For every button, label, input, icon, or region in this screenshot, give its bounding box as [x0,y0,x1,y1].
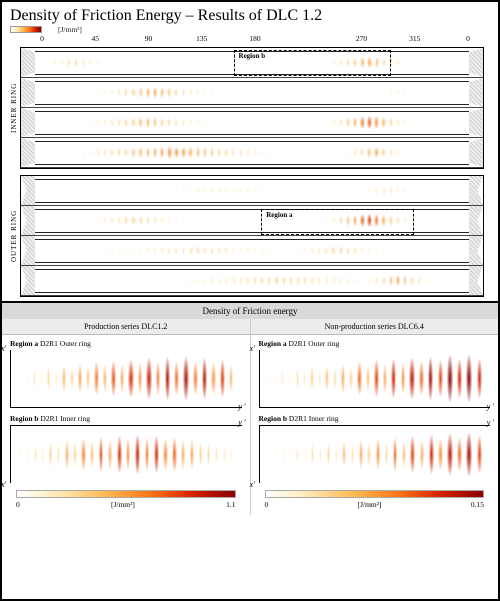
raceway [21,48,483,78]
raceway [21,108,483,138]
left-cb-unit: [J/mm²] [111,500,135,509]
raceway [21,206,483,236]
left-col-header: Production series DLC1.2 [2,319,250,335]
right-col-header: Non-production series DLC6.4 [251,319,499,335]
left-region-a-box: Region a Region a D2R1 Outer ringD2R1 Ou… [2,335,250,410]
right-cb-unit: [J/mm²] [358,500,382,509]
figure-title: Density of Friction Energy – Results of … [10,7,322,25]
left-region-b-panel: y ' x' [10,425,242,483]
axis-x-label: x' [1,344,6,353]
raceway [21,236,483,266]
right-region-a-label: Region a D2R1 Outer ring [259,339,491,348]
outer-ring-label: OUTER RING [8,175,20,297]
axis-tick: 0 [32,34,52,43]
right-colorbar: 0 [J/mm²] 0.15 [251,485,499,515]
axis-tick: 90 [139,34,159,43]
title-row: Density of Friction Energy – Results of … [2,2,498,25]
detail-title: Density of Friction energy [2,303,498,319]
axis-y-label: y ' [238,418,245,427]
left-cb-max: 1.1 [226,500,235,509]
axis-x-label: x' [250,480,255,489]
inner-ring-block: INNER RING Region b [2,45,498,173]
inner-ring-label: INNER RING [8,47,20,169]
axis-tick: 45 [85,34,105,43]
detail-col-right: Non-production series DLC6.4 Region a D2… [251,319,499,515]
axis-tick [298,34,318,43]
left-cb-min: 0 [16,500,20,509]
axis-tick: 315 [405,34,425,43]
detail-col-left: Production series DLC1.2 Region a Region… [2,319,251,515]
left-region-b-heatmap [17,430,236,479]
right-cb-min: 0 [265,500,269,509]
axis-tick: 135 [192,34,212,43]
right-colorbar-gradient [265,490,485,498]
left-region-a-heatmap [17,354,236,403]
axis-tick: 0 [458,34,478,43]
inner-ring-panel: Region b [20,47,484,169]
detail-row: Production series DLC1.2 Region a Region… [2,319,498,515]
left-region-b-label: Region b D2R1 Inner ring [10,414,242,423]
raceway [21,266,483,296]
angle-axis-ticks: 0 45 90 135 180 270 315 0 [2,34,498,45]
axis-tick: 180 [245,34,265,43]
axis-x-label: x' [250,344,255,353]
detail-section: Density of Friction energy Production se… [2,301,498,515]
raceway [21,78,483,108]
outer-ring-block: OUTER RING Region a [2,173,498,301]
right-region-b-panel: y ' x' [259,425,491,483]
raceway [21,176,483,206]
left-region-b-box: Region b D2R1 Inner ring y ' x' [2,410,250,485]
left-region-a-label: Region a Region a D2R1 Outer ringD2R1 Ou… [10,339,242,348]
right-region-a-heatmap [266,354,485,403]
colorbar-unit: [J/mm²] [58,25,82,34]
right-region-a-panel: x' y ' [259,350,491,408]
right-colorbar-labels: 0 [J/mm²] 0.15 [265,500,485,509]
raceway [21,138,483,168]
figure: Density of Friction Energy – Results of … [0,0,500,601]
right-cb-max: 0.15 [471,500,484,509]
axis-tick: 270 [352,34,372,43]
axis-y-label: y ' [487,418,494,427]
left-colorbar: 0 [J/mm²] 1.1 [2,485,250,515]
right-region-a-box: Region a D2R1 Outer ring x' y ' [251,335,499,410]
outer-ring-panel: Region a [20,175,484,297]
right-region-b-heatmap [266,430,485,479]
left-colorbar-gradient [16,490,236,498]
left-colorbar-labels: 0 [J/mm²] 1.1 [16,500,236,509]
axis-x-label: x' [1,480,6,489]
colorbar-top [10,26,42,33]
colorbar-row: [J/mm²] [2,25,498,34]
right-region-b-box: Region b D2R1 Inner ring y ' x' [251,410,499,485]
left-region-a-panel: x' y ' [10,350,242,408]
right-region-b-label: Region b D2R1 Inner ring [259,414,491,423]
